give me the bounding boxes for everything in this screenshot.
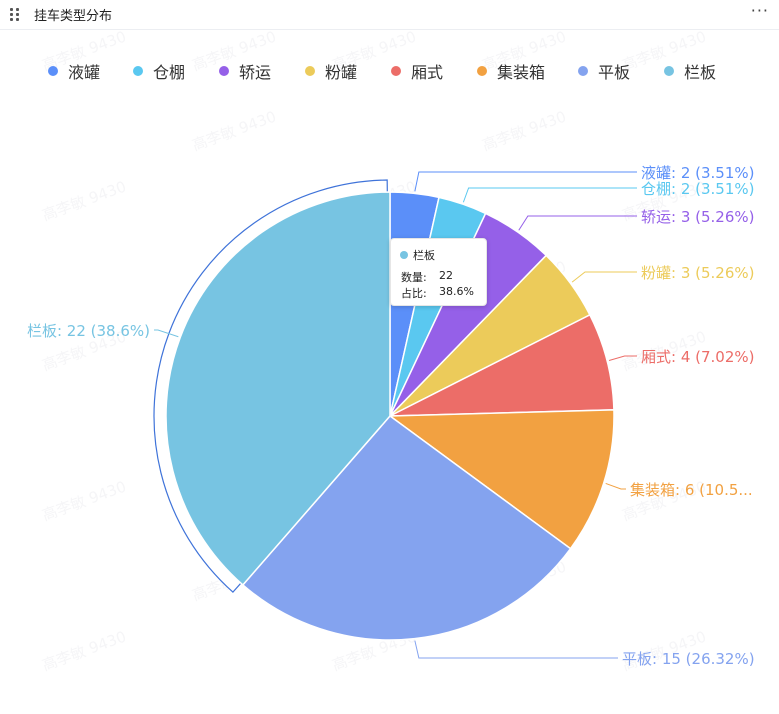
pie-data-label: 厢式: 4 (7.02%) [641, 348, 755, 366]
legend-dot [477, 66, 487, 76]
legend-label: 集装箱 [497, 63, 546, 82]
pie-data-label: 集装箱: 6 (10.5... [630, 481, 753, 499]
legend-label: 厢式 [411, 63, 444, 82]
legend-dot [578, 66, 588, 76]
panel-title: 挂车类型分布 [34, 9, 113, 24]
pie-label-leader-line [518, 215, 637, 231]
legend-item[interactable]: 液罐 [48, 58, 100, 84]
legend-item[interactable]: 平板 [578, 58, 630, 84]
legend-item[interactable]: 粉罐 [305, 58, 357, 84]
tooltip-ratio-value: 38.6% [439, 285, 474, 298]
more-horizontal-icon[interactable]: ··· [750, 1, 769, 20]
pie-label-leader-line [414, 640, 618, 659]
legend-dot [219, 66, 229, 76]
tooltip-count-value: 22 [439, 269, 453, 282]
tooltip-series-dot [400, 251, 408, 259]
pie-label-leader-line [608, 355, 637, 362]
legend-item[interactable]: 仓棚 [133, 58, 185, 84]
chart-tooltip: 栏板 数量: 22 占比: 38.6% [390, 238, 487, 306]
pie-data-label: 平板: 15 (26.32%) [622, 650, 755, 668]
legend-dot [48, 66, 58, 76]
pie-slice[interactable] [387, 409, 615, 550]
pie-data-label: 仓棚: 2 (3.51%) [641, 180, 755, 198]
legend-dot [133, 66, 143, 76]
pie-slice[interactable] [165, 191, 391, 586]
pie-data-label: 液罐: 2 (3.51%) [641, 164, 755, 182]
pie-label-leader-line [605, 482, 626, 490]
legend-item[interactable]: 轿运 [219, 58, 271, 84]
pie-data-label: 栏板: 22 (38.6%) [27, 322, 150, 340]
tooltip-series-name: 栏板 [413, 249, 435, 262]
pie-label-leader-line [571, 271, 637, 283]
legend-item[interactable]: 集装箱 [477, 58, 545, 84]
legend-dot [664, 66, 674, 76]
tooltip-ratio-label: 占比: [401, 287, 427, 300]
pie-label-leader-line [414, 171, 637, 192]
panel-header: 挂车类型分布 ··· [0, 0, 779, 30]
legend-label: 栏板 [684, 63, 717, 82]
legend-label: 轿运 [239, 63, 272, 82]
legend-label: 液罐 [68, 63, 101, 82]
chart-legend: 液罐 仓棚 轿运 粉罐 厢式 集装箱 平板 栏板 [0, 58, 779, 84]
legend-dot [305, 66, 315, 76]
legend-label: 平板 [598, 63, 631, 82]
legend-label: 仓棚 [153, 63, 186, 82]
pie-label-leader-line [154, 329, 179, 338]
pie-label-leader-line [462, 187, 637, 203]
legend-item[interactable]: 厢式 [391, 58, 443, 84]
legend-dot [391, 66, 401, 76]
legend-label: 粉罐 [325, 63, 358, 82]
pie-data-label: 轿运: 3 (5.26%) [641, 208, 755, 226]
drag-handle-icon[interactable] [10, 8, 20, 22]
pie-slice[interactable] [241, 414, 572, 641]
tooltip-count-label: 数量: [401, 271, 427, 284]
legend-item[interactable]: 栏板 [664, 58, 716, 84]
pie-data-label: 粉罐: 3 (5.26%) [641, 264, 755, 282]
